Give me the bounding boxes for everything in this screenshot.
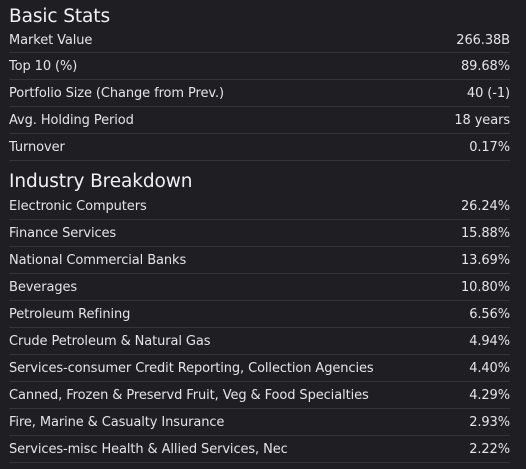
industry-label: Services-consumer Credit Reporting, Coll… <box>9 360 374 376</box>
stat-row-avg-holding-period: Avg. Holding Period 18 years <box>9 107 510 134</box>
stat-label: Market Value <box>9 32 93 48</box>
industry-percent: 4.94% <box>469 333 510 349</box>
stat-label: Portfolio Size (Change from Prev.) <box>9 85 224 101</box>
industry-row: Canned, Frozen & Preservd Fruit, Veg & F… <box>9 382 510 409</box>
industry-percent: 2.22% <box>469 441 510 457</box>
industry-row: Finance Services 15.88% <box>9 220 510 247</box>
stat-value: 40 (-1) <box>466 85 510 101</box>
stat-value: 89.68% <box>461 58 510 74</box>
industry-percent: 6.56% <box>469 306 510 322</box>
industry-label: Crude Petroleum & Natural Gas <box>9 333 211 349</box>
basic-stats-list: Market Value 266.38B Top 10 (%) 89.68% P… <box>9 28 510 161</box>
industry-row: Beverages 10.80% <box>9 274 510 301</box>
industry-percent: 26.24% <box>461 198 510 214</box>
stat-value: 266.38B <box>456 32 510 48</box>
industry-percent: 4.29% <box>469 387 510 403</box>
industry-label: Electronic Computers <box>9 198 147 214</box>
stat-label: Avg. Holding Period <box>9 112 134 128</box>
industry-row: Crude Petroleum & Natural Gas 4.94% <box>9 328 510 355</box>
industry-row: Petroleum Refining 6.56% <box>9 301 510 328</box>
industry-percent: 4.40% <box>469 360 510 376</box>
industry-row: Fire, Marine & Casualty Insurance 2.93% <box>9 409 510 436</box>
stat-row-turnover: Turnover 0.17% <box>9 134 510 161</box>
industry-breakdown-title: Industry Breakdown <box>9 171 193 192</box>
industry-label: Fire, Marine & Casualty Insurance <box>9 414 225 430</box>
industry-label: Services-misc Health & Allied Services, … <box>9 441 288 457</box>
stat-row-top-10: Top 10 (%) 89.68% <box>9 53 510 80</box>
basic-stats-title: Basic Stats <box>9 6 110 27</box>
stat-label: Turnover <box>9 139 65 155</box>
stat-value: 18 years <box>454 112 510 128</box>
industry-label: National Commercial Banks <box>9 252 187 268</box>
industry-percent: 13.69% <box>461 252 510 268</box>
industry-percent: 15.88% <box>461 225 510 241</box>
industry-row: Services-consumer Credit Reporting, Coll… <box>9 355 510 382</box>
stat-label: Top 10 (%) <box>9 58 78 74</box>
industry-percent: 10.80% <box>461 279 510 295</box>
stat-row-market-value: Market Value 266.38B <box>9 28 510 53</box>
industry-label: Finance Services <box>9 225 117 241</box>
industry-row: Electronic Computers 26.24% <box>9 193 510 220</box>
industry-label: Canned, Frozen & Preservd Fruit, Veg & F… <box>9 387 369 403</box>
industry-row: National Commercial Banks 13.69% <box>9 247 510 274</box>
industry-label: Beverages <box>9 279 78 295</box>
industry-breakdown-list: Electronic Computers 26.24% Finance Serv… <box>9 193 510 463</box>
industry-row: Services-misc Health & Allied Services, … <box>9 436 510 463</box>
stat-value: 0.17% <box>469 139 510 155</box>
stat-row-portfolio-size: Portfolio Size (Change from Prev.) 40 (-… <box>9 80 510 107</box>
industry-percent: 2.93% <box>469 414 510 430</box>
industry-label: Petroleum Refining <box>9 306 131 322</box>
